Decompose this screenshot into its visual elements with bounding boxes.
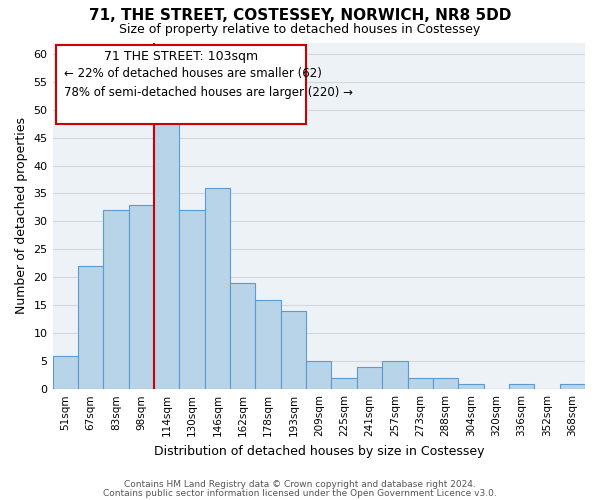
Bar xyxy=(205,188,230,389)
Bar xyxy=(458,384,484,389)
Text: Contains HM Land Registry data © Crown copyright and database right 2024.: Contains HM Land Registry data © Crown c… xyxy=(124,480,476,489)
Text: Contains public sector information licensed under the Open Government Licence v3: Contains public sector information licen… xyxy=(103,490,497,498)
FancyBboxPatch shape xyxy=(56,46,306,124)
X-axis label: Distribution of detached houses by size in Costessey: Distribution of detached houses by size … xyxy=(154,444,484,458)
Bar xyxy=(230,283,256,389)
Bar xyxy=(256,300,281,389)
Bar xyxy=(407,378,433,389)
Bar xyxy=(103,210,128,389)
Bar xyxy=(179,210,205,389)
Bar xyxy=(560,384,585,389)
Bar xyxy=(357,367,382,389)
Text: ← 22% of detached houses are smaller (62): ← 22% of detached houses are smaller (62… xyxy=(64,67,322,80)
Bar xyxy=(53,356,78,389)
Bar xyxy=(331,378,357,389)
Bar xyxy=(128,204,154,389)
Text: 71, THE STREET, COSTESSEY, NORWICH, NR8 5DD: 71, THE STREET, COSTESSEY, NORWICH, NR8 … xyxy=(89,8,511,22)
Bar xyxy=(433,378,458,389)
Y-axis label: Number of detached properties: Number of detached properties xyxy=(15,118,28,314)
Text: 71 THE STREET: 103sqm: 71 THE STREET: 103sqm xyxy=(104,50,258,63)
Bar xyxy=(306,361,331,389)
Text: 78% of semi-detached houses are larger (220) →: 78% of semi-detached houses are larger (… xyxy=(64,86,353,100)
Text: Size of property relative to detached houses in Costessey: Size of property relative to detached ho… xyxy=(119,22,481,36)
Bar xyxy=(509,384,534,389)
Bar xyxy=(78,266,103,389)
Bar xyxy=(154,110,179,389)
Bar xyxy=(382,361,407,389)
Bar xyxy=(281,311,306,389)
